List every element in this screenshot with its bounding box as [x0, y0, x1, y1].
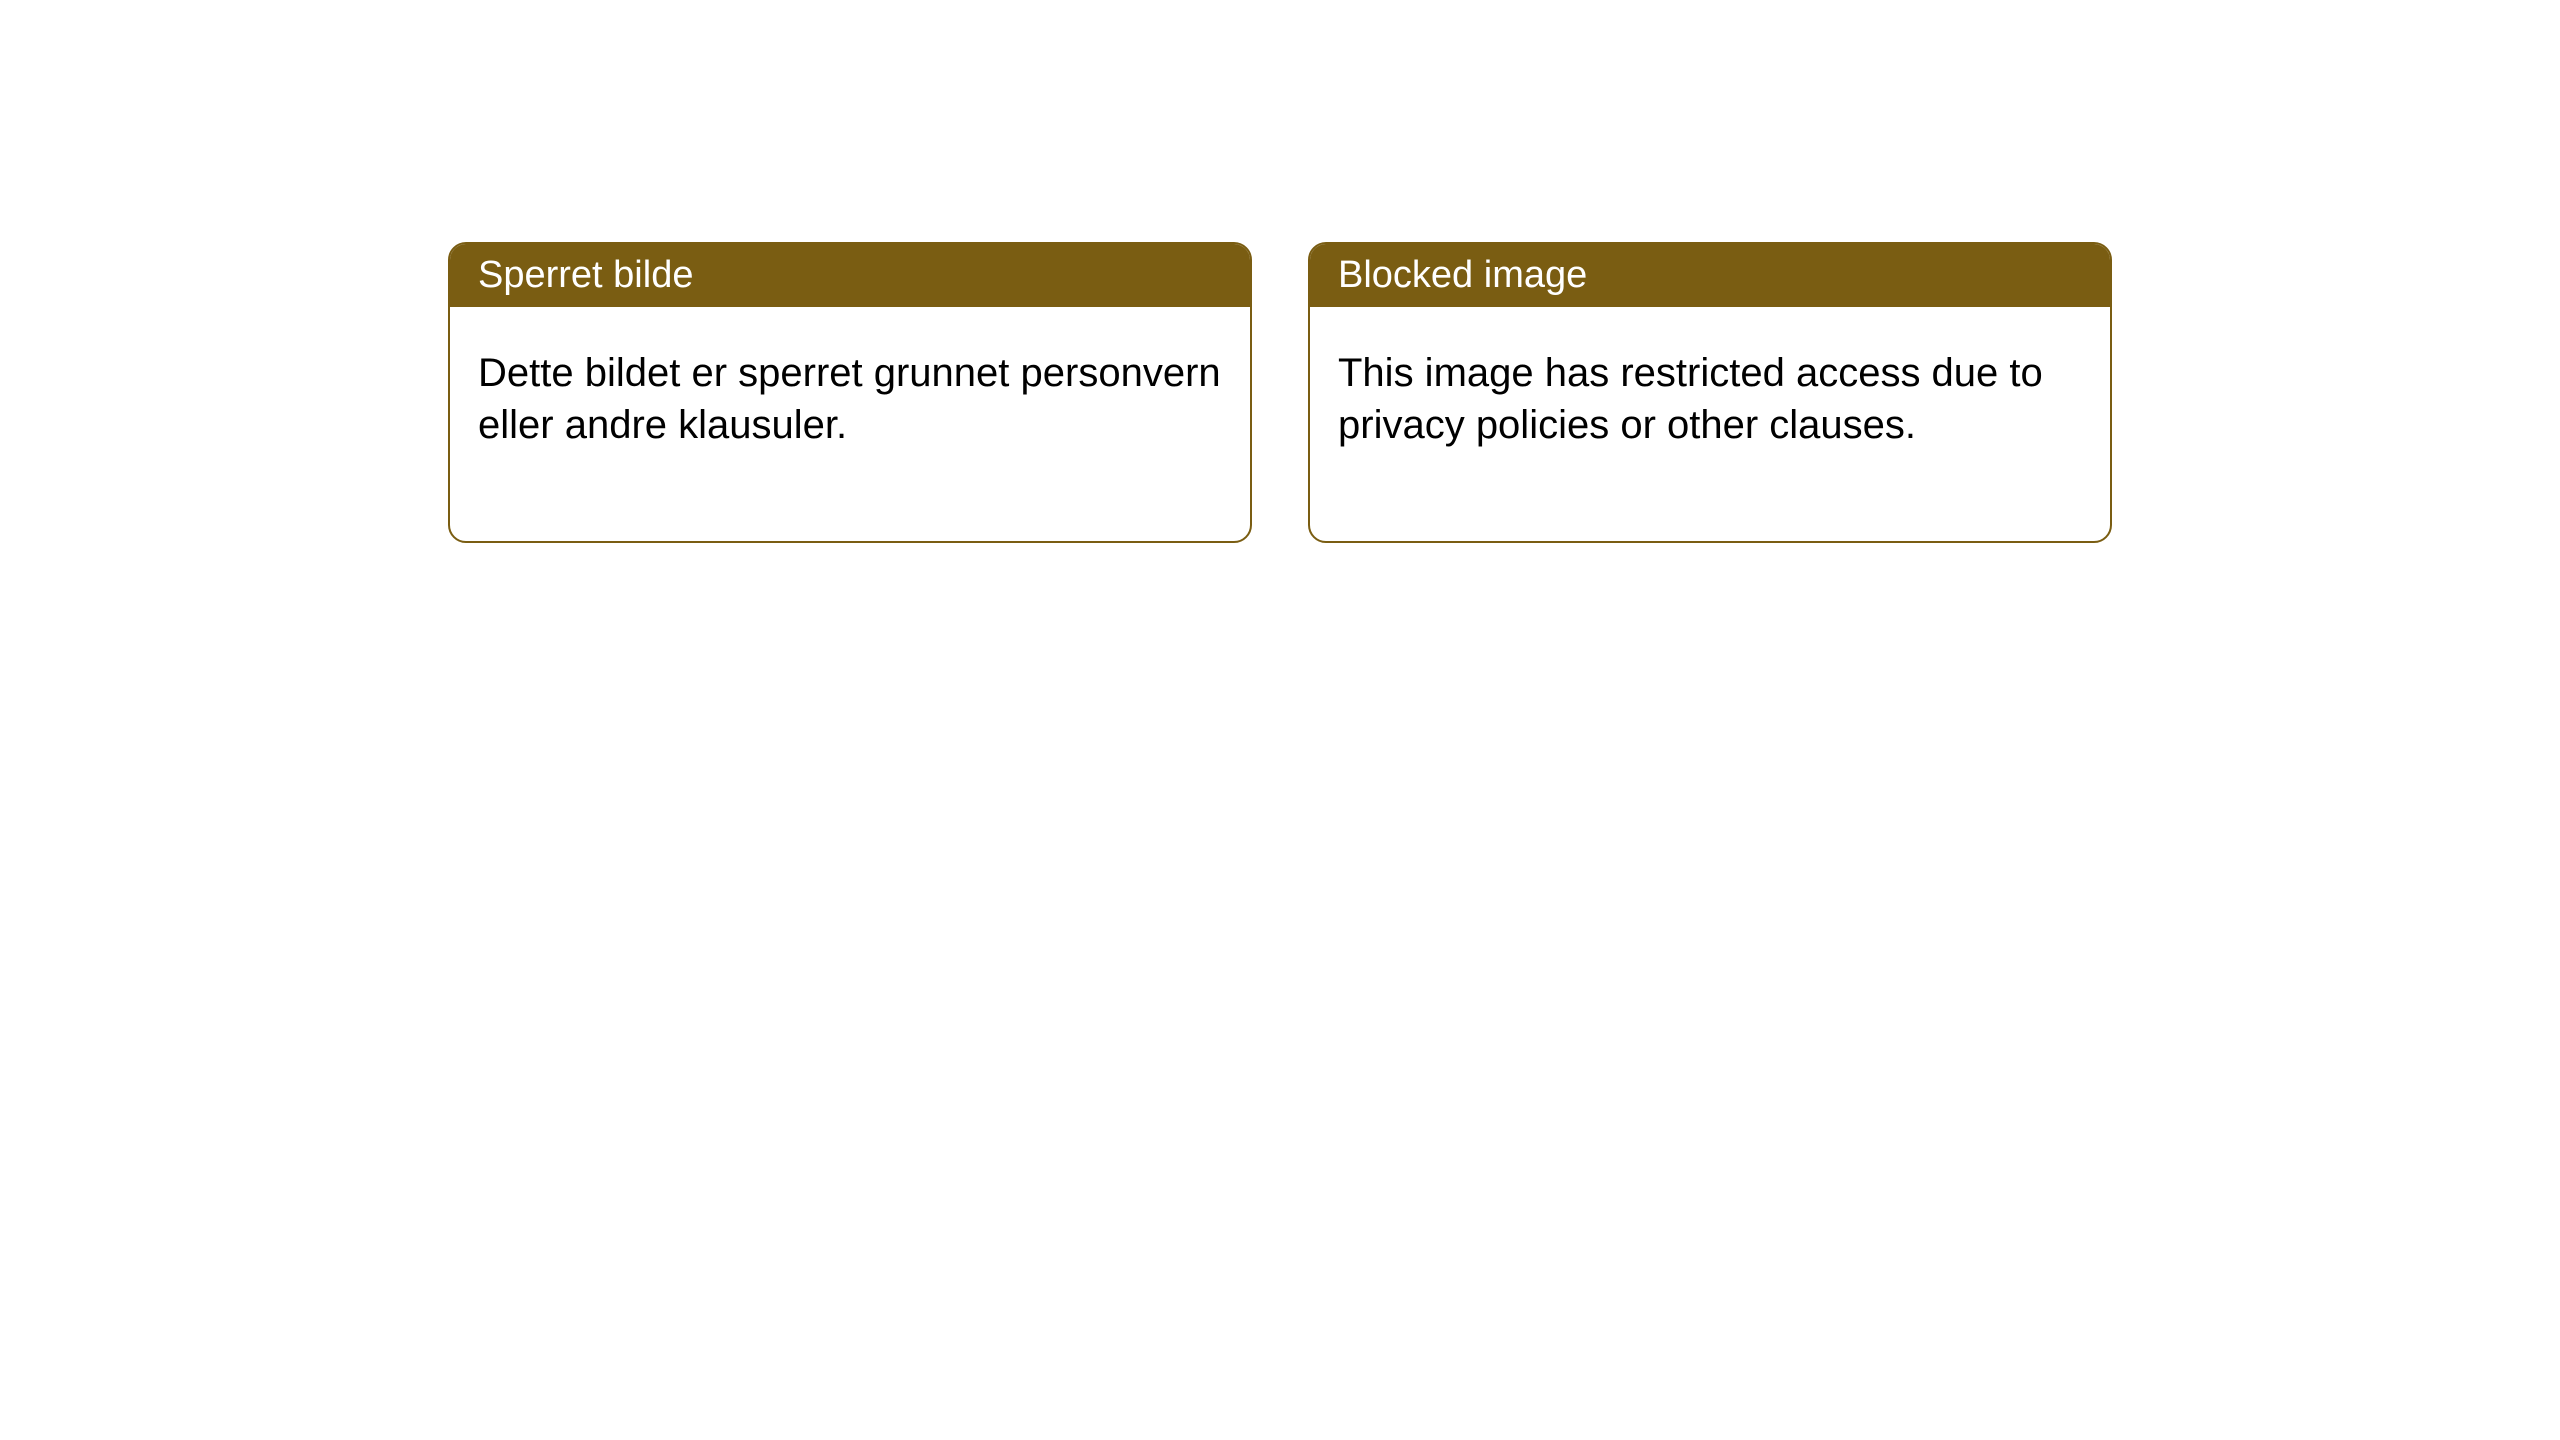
- blocked-card-en: Blocked image This image has restricted …: [1308, 242, 2112, 543]
- card-body-text: Dette bildet er sperret grunnet personve…: [478, 351, 1221, 447]
- cards-container: Sperret bilde Dette bildet er sperret gr…: [0, 0, 2560, 543]
- card-body: This image has restricted access due to …: [1310, 307, 2110, 541]
- blocked-card-no: Sperret bilde Dette bildet er sperret gr…: [448, 242, 1252, 543]
- card-title: Sperret bilde: [478, 254, 693, 296]
- card-body-text: This image has restricted access due to …: [1338, 351, 2043, 447]
- card-header: Blocked image: [1310, 244, 2110, 307]
- card-header: Sperret bilde: [450, 244, 1250, 307]
- card-title: Blocked image: [1338, 254, 1587, 296]
- card-body: Dette bildet er sperret grunnet personve…: [450, 307, 1250, 541]
